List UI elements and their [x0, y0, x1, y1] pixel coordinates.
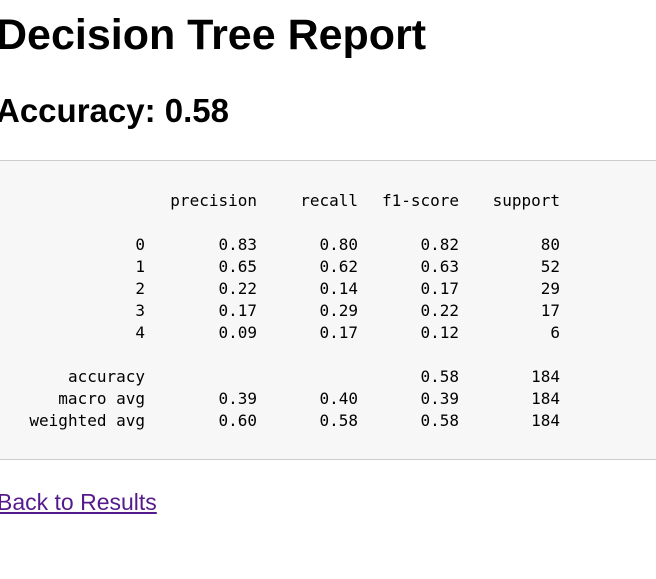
precision-value: 0.60 — [218, 411, 257, 430]
f1-value: 0.82 — [420, 235, 459, 254]
report-spacer — [25, 344, 560, 366]
f1-value: 0.12 — [420, 323, 459, 342]
classification-report: precision recall f1-score support 0 0.83 0.80 0… — [25, 190, 560, 432]
header-precision: precision — [170, 191, 257, 210]
support-value: 17 — [540, 301, 560, 320]
summary-row-weighted-avg: weighted avg 0.60 0.58 0.58 184 — [25, 410, 560, 432]
class-label: 3 — [135, 301, 145, 320]
recall-value: 0.17 — [319, 323, 358, 342]
precision-value: 0.09 — [218, 323, 257, 342]
precision-value: 0.83 — [218, 235, 257, 254]
f1-value: 0.58 — [420, 411, 459, 430]
f1-value: 0.17 — [420, 279, 459, 298]
summary-label: weighted avg — [29, 411, 145, 430]
f1-value: 0.58 — [420, 367, 459, 386]
recall-value: 0.58 — [319, 411, 358, 430]
summary-label: macro avg — [58, 389, 145, 408]
header-support: support — [492, 191, 560, 210]
table-row: 3 0.17 0.29 0.22 17 — [25, 300, 560, 322]
recall-value: 0.29 — [319, 301, 358, 320]
report-spacer — [25, 212, 560, 234]
precision-value: 0.22 — [218, 279, 257, 298]
support-value: 184 — [531, 367, 560, 386]
support-value: 29 — [540, 279, 560, 298]
support-value: 184 — [531, 411, 560, 430]
page-title: Decision Tree Report — [0, 11, 427, 59]
table-row: 1 0.65 0.62 0.63 52 — [25, 256, 560, 278]
summary-row-macro-avg: macro avg 0.39 0.40 0.39 184 — [25, 388, 560, 410]
header-recall: recall — [300, 191, 358, 210]
recall-value: 0.40 — [319, 389, 358, 408]
support-value: 80 — [540, 235, 560, 254]
precision-value: 0.17 — [218, 301, 257, 320]
recall-value: 0.14 — [319, 279, 358, 298]
header-f1-score: f1-score — [381, 191, 459, 210]
recall-value: 0.62 — [319, 257, 358, 276]
class-label: 1 — [135, 257, 145, 276]
support-value: 184 — [531, 389, 560, 408]
class-label: 4 — [135, 323, 145, 342]
recall-value: 0.80 — [319, 235, 358, 254]
f1-value: 0.39 — [420, 389, 459, 408]
class-label: 2 — [135, 279, 145, 298]
back-to-results-link[interactable]: Back to Results — [0, 489, 157, 515]
table-row: 2 0.22 0.14 0.17 29 — [25, 278, 560, 300]
report-header-row: precision recall f1-score support — [25, 190, 560, 212]
f1-value: 0.63 — [420, 257, 459, 276]
summary-label: accuracy — [67, 367, 145, 386]
support-value: 6 — [550, 323, 560, 342]
class-label: 0 — [135, 235, 145, 254]
summary-row-accuracy: accuracy 0.58 184 — [25, 366, 560, 388]
accuracy-heading: Accuracy: 0.58 — [0, 92, 229, 129]
precision-value: 0.39 — [218, 389, 257, 408]
classification-report-block: precision recall f1-score support 0 0.83 0.80 0… — [0, 160, 656, 460]
table-row: 0 0.83 0.80 0.82 80 — [25, 234, 560, 256]
support-value: 52 — [540, 257, 560, 276]
precision-value: 0.65 — [218, 257, 257, 276]
table-row: 4 0.09 0.17 0.12 6 — [25, 322, 560, 344]
f1-value: 0.22 — [420, 301, 459, 320]
